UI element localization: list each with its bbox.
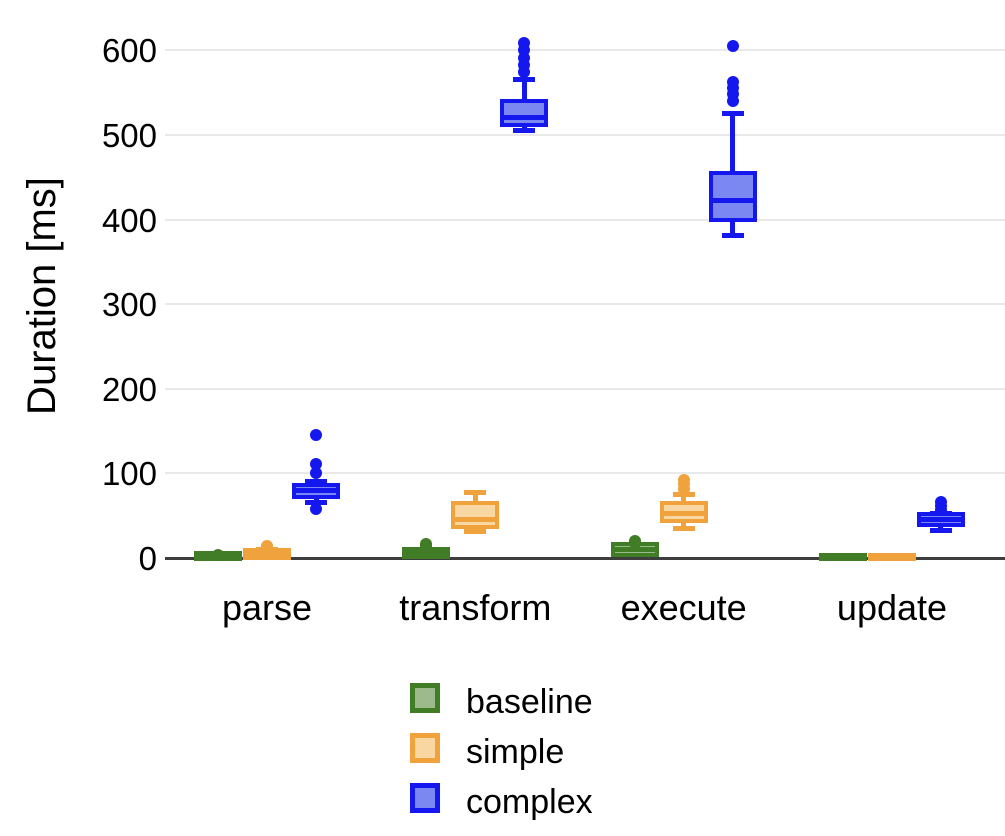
outlier-dot [310, 502, 322, 515]
median-line [296, 487, 336, 493]
legend-swatch-baseline [410, 683, 440, 713]
whisker-cap [464, 490, 487, 496]
y-tick-label: 300 [101, 286, 157, 324]
median-line [712, 198, 753, 204]
median-line [247, 551, 287, 557]
legend-swatch-complex [410, 783, 440, 813]
y-gridline [165, 49, 1005, 52]
legend-swatch-simple [410, 733, 440, 763]
median-line [822, 554, 863, 560]
whisker-cap [464, 529, 487, 535]
iqr-box [500, 98, 549, 128]
y-tick-label: 100 [101, 455, 157, 493]
median-line [455, 516, 496, 522]
outlier-dot [212, 549, 224, 562]
whisker-cap [672, 525, 695, 531]
outlier-dot [310, 429, 322, 442]
y-tick-label: 600 [101, 32, 157, 70]
outlier-dot [628, 535, 641, 548]
median-line [871, 554, 912, 560]
whisker-cap [513, 128, 536, 134]
y-gridline [165, 134, 1005, 136]
outlier-dot [518, 36, 531, 49]
median-line [406, 550, 447, 556]
y-tick-label: 200 [101, 370, 157, 408]
x-tick-label-update: update [836, 587, 948, 628]
outlier-dot [420, 537, 433, 550]
whisker-cap [305, 479, 327, 485]
y-gridline [165, 387, 1005, 390]
whisker-cap [721, 233, 744, 239]
whisker-cap [929, 527, 952, 533]
legend-label-baseline: baseline [466, 683, 593, 721]
median-line [663, 510, 704, 516]
median-line [504, 114, 545, 120]
outlier-dot [726, 75, 739, 88]
legend-label-complex: complex [466, 783, 593, 821]
y-gridline [165, 303, 1005, 306]
legend-label-simple: simple [466, 733, 565, 771]
iqr-box [708, 170, 757, 222]
whisker-cap [721, 111, 744, 117]
whisker-cap [513, 76, 536, 82]
outlier-dot [934, 496, 947, 509]
outlier-dot [726, 40, 739, 53]
y-tick-label: 500 [101, 117, 157, 154]
outlier-dot [677, 474, 690, 487]
x-axis-line [165, 556, 1005, 560]
x-tick-label-execute: execute [620, 587, 747, 628]
y-tick-label: 0 [138, 540, 157, 577]
median-line [614, 547, 655, 553]
outlier-dot [261, 540, 273, 553]
outlier-dot [310, 458, 322, 471]
median-line [920, 517, 961, 523]
x-tick-label-parse: parse [221, 587, 313, 628]
y-gridline [165, 472, 1005, 475]
whisker-cap [305, 499, 327, 505]
y-tick-label: 400 [101, 201, 157, 239]
iqr-box [451, 500, 500, 529]
y-gridline [165, 218, 1005, 221]
x-tick-label-transform: transform [399, 587, 552, 628]
